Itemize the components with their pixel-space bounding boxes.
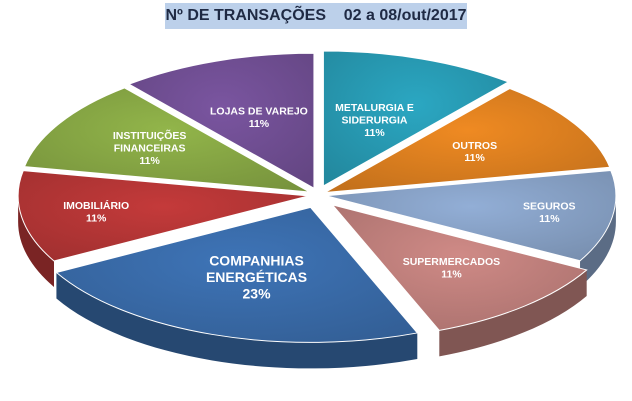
pie-slice-name: INSTITUIÇÕES	[113, 129, 187, 142]
pie-slice-value: 23%	[243, 286, 272, 302]
pie-slice-label: SEGUROS 11%	[523, 201, 576, 225]
pie-slice	[325, 169, 617, 262]
pie-slice-label: METALURGIA E SIDERURGIA 11%	[335, 102, 414, 139]
pie-slice-name: SIDERURGIA	[342, 115, 408, 127]
pie-slice-name: FINANCEIRAS	[114, 143, 186, 155]
pie-slice-name: SEGUROS	[523, 201, 576, 213]
pie-slice-label: LOJAS DE VAREJO 11%	[210, 106, 308, 130]
pie-slice-value: 11%	[364, 127, 385, 139]
pie-slice-name: METALURGIA E	[335, 102, 414, 114]
pie-slice-label: COMPANHIAS ENERGÉTICAS 23%	[206, 253, 307, 302]
chart-title: Nº DE TRANSAÇÕES 02 a 08/out/2017	[165, 3, 467, 29]
pie-slice-value: 11%	[441, 269, 462, 281]
pie-slice	[127, 52, 315, 190]
pie-slice	[324, 87, 611, 194]
pie-slice-side	[580, 195, 616, 287]
pie-slice	[23, 87, 310, 193]
pie-slice-label: INSTITUIÇÕES FINANCEIRAS 11%	[113, 129, 187, 167]
pie-slice-value: 11%	[464, 152, 485, 164]
pie-slice-value: 11%	[86, 212, 107, 224]
pie-slice-side	[56, 272, 418, 369]
pie-slice	[331, 204, 588, 331]
pie-slice-value: 11%	[139, 155, 160, 167]
pie-slice	[322, 50, 510, 187]
pie-slice-name: LOJAS DE VAREJO	[210, 106, 308, 118]
pie-slice-side	[439, 269, 587, 357]
pie-slice-side	[18, 195, 54, 287]
pie-slice	[55, 206, 419, 343]
pie-slice-name: SUPERMERCADOS	[403, 256, 500, 268]
pie-slice-value: 11%	[539, 213, 560, 225]
pie-slice	[17, 170, 309, 262]
pie-slice-name: COMPANHIAS	[209, 253, 304, 269]
pie-slice-label: IMOBILIÁRIO 11%	[63, 199, 129, 224]
pie-slice-label: OUTROS 11%	[452, 140, 497, 164]
pie-slice-name: OUTROS	[452, 140, 497, 152]
pie-slice-name: IMOBILIÁRIO	[63, 199, 129, 212]
pie-slice-name: ENERGÉTICAS	[206, 269, 307, 285]
pie-slice-value: 11%	[249, 118, 270, 130]
pie-slice-label: SUPERMERCADOS 11%	[403, 256, 500, 280]
